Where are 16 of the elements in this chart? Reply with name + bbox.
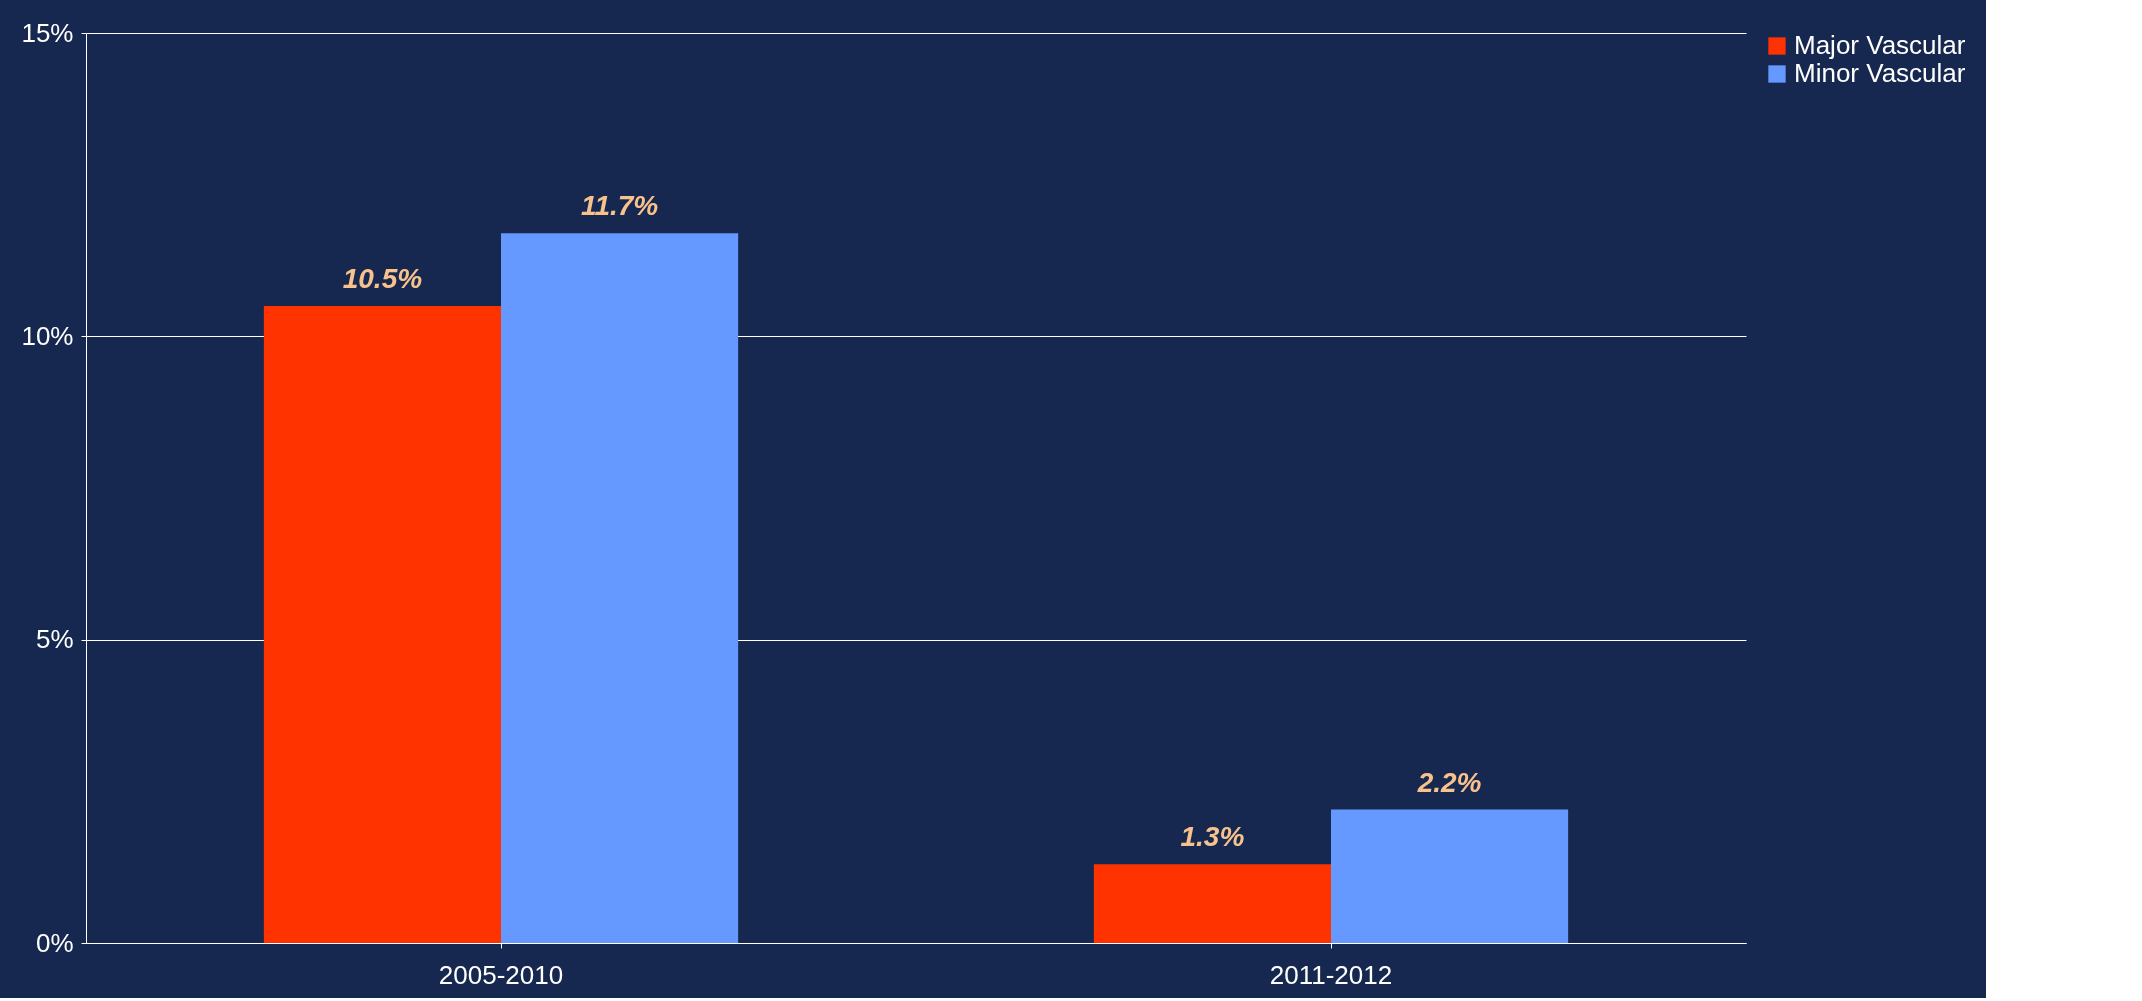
x-tick-label: 2011-2012 xyxy=(1269,959,1393,990)
data-label: 2.2% xyxy=(1416,766,1482,798)
y-tick-label: 5% xyxy=(35,624,74,655)
x-tick-label: 2005-2010 xyxy=(438,959,564,990)
legend-label: Minor Vascular xyxy=(1794,58,1966,88)
y-tick-label: 0% xyxy=(35,927,74,958)
bar xyxy=(1093,864,1331,943)
legend-label: Major Vascular xyxy=(1794,30,1966,60)
data-label: 11.7% xyxy=(580,190,659,222)
y-tick-label: 10% xyxy=(21,320,74,351)
bar xyxy=(263,306,501,943)
bar xyxy=(1331,809,1569,943)
data-label: 1.3% xyxy=(1180,821,1245,853)
data-label: 10.5% xyxy=(342,263,423,294)
bar xyxy=(501,233,739,943)
y-tick-label: 15% xyxy=(21,17,74,48)
